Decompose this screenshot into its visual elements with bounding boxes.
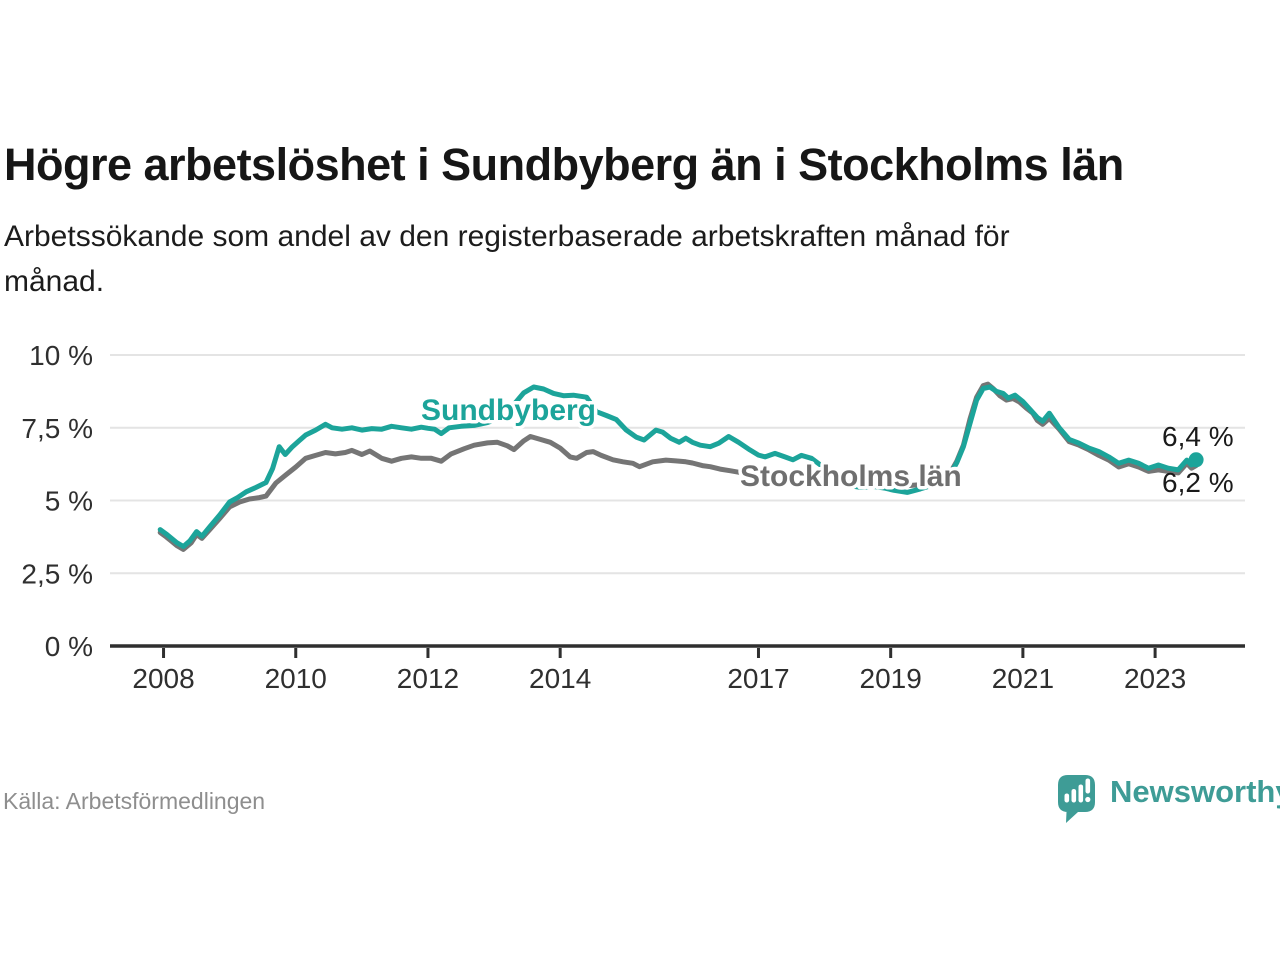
series-line-stockholms-l-n bbox=[157, 381, 1199, 552]
series-label-stockholms-l-n: Stockholms län bbox=[740, 460, 962, 493]
x-axis-tick-label: 2012 bbox=[397, 663, 459, 694]
subtitle-line-2: månad. bbox=[4, 264, 105, 298]
x-axis-tick-label: 2008 bbox=[132, 663, 194, 694]
logo-bubble-icon bbox=[1058, 775, 1095, 823]
y-axis-tick-label: 2,5 % bbox=[21, 558, 93, 589]
series-label-sundbyberg: Sundbyberg bbox=[421, 394, 596, 427]
x-axis-tick-label: 2021 bbox=[992, 663, 1054, 694]
x-axis-tick-label: 2014 bbox=[529, 663, 591, 694]
y-axis-tick-label: 0 % bbox=[45, 631, 93, 662]
x-axis-tick-label: 2019 bbox=[860, 663, 922, 694]
chart-subtitle: Arbetssökande som andel av den registerb… bbox=[4, 214, 1274, 304]
y-axis-tick-label: 5 % bbox=[45, 486, 93, 517]
series-end-dot bbox=[1188, 452, 1204, 468]
end-value-label: 6,2 % bbox=[1162, 467, 1234, 498]
subtitle-line-1: Arbetssökande som andel av den registerb… bbox=[4, 219, 1010, 253]
y-axis-tick-label: 7,5 % bbox=[21, 413, 93, 444]
chart-header: Högre arbetslöshet i Sundbyberg än i Sto… bbox=[4, 140, 1274, 304]
series-line-sundbyberg bbox=[157, 384, 1199, 549]
y-axis-tick-label: 10 % bbox=[29, 340, 93, 371]
x-axis-tick-label: 2023 bbox=[1124, 663, 1186, 694]
newsworthy-logo[interactable]: Newsworthy bbox=[1050, 768, 1280, 828]
page-title: Högre arbetslöshet i Sundbyberg än i Sto… bbox=[4, 139, 1124, 190]
logo-wordmark: Newsworthy bbox=[1110, 774, 1280, 809]
logo-bar-chart-icon bbox=[1064, 778, 1091, 803]
x-axis-tick-label: 2010 bbox=[265, 663, 327, 694]
end-value-label: 6,4 % bbox=[1162, 421, 1234, 452]
x-axis-tick-label: 2017 bbox=[727, 663, 789, 694]
source-label: Källa: Arbetsförmedlingen bbox=[3, 788, 266, 814]
